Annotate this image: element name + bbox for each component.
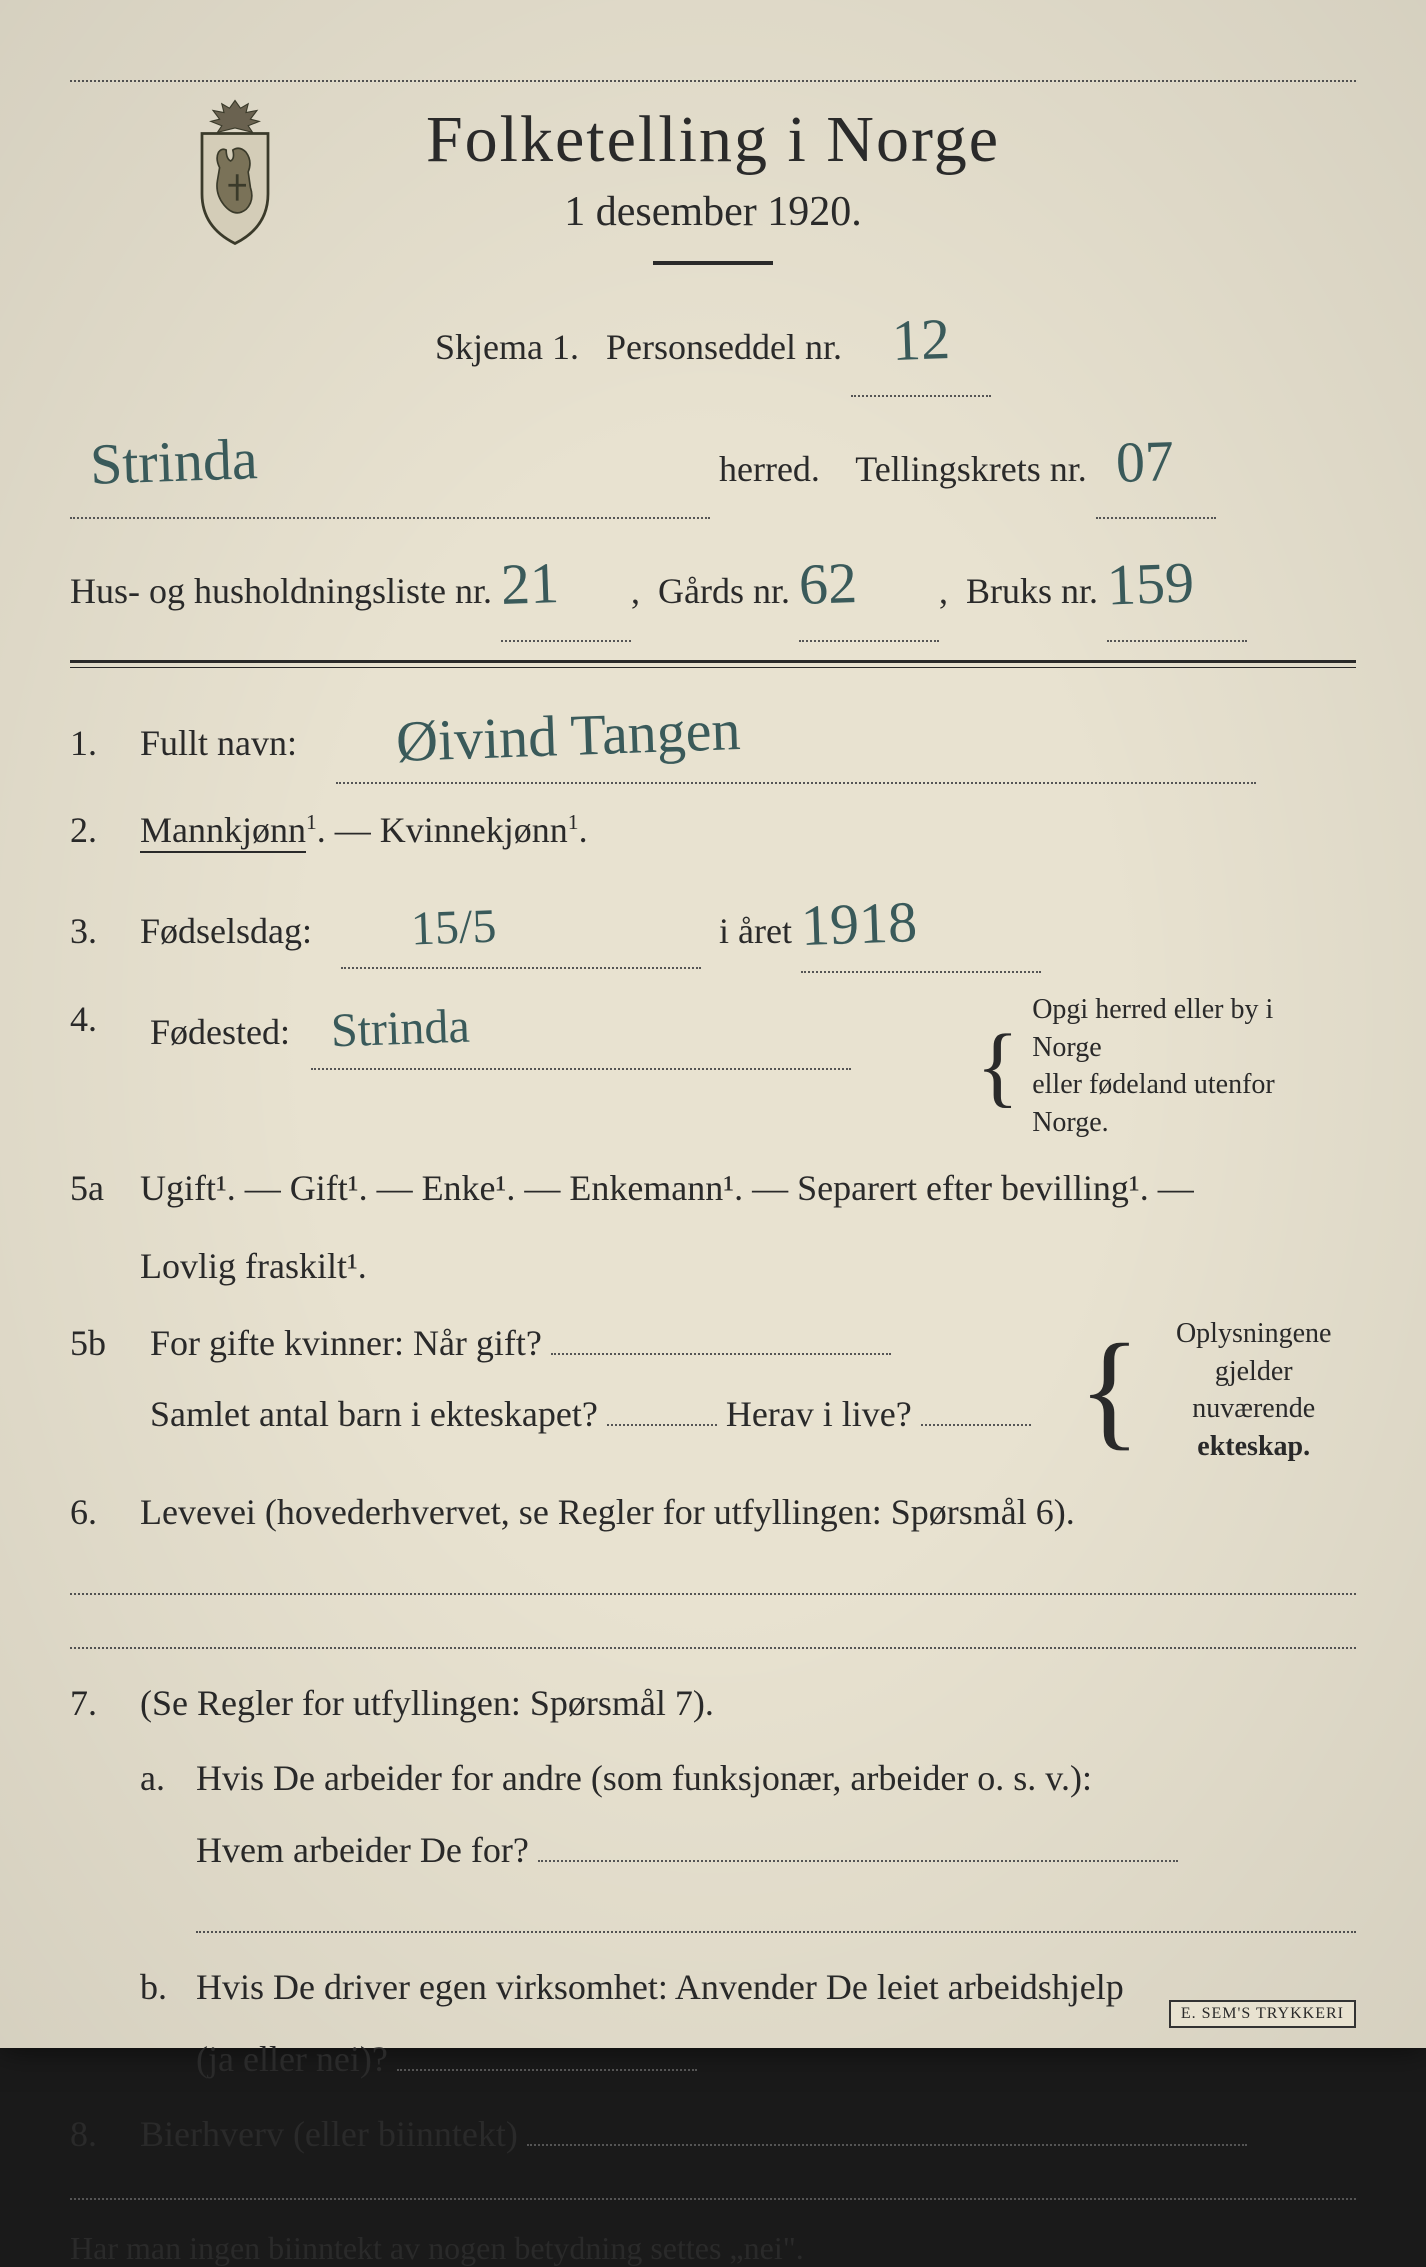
herred-value: Strinda (88, 404, 259, 520)
q7a-text1: Hvis De arbeider for andre (som funksjon… (196, 1750, 1356, 1808)
herred-label: herred. (719, 449, 820, 489)
q3-day-value: 15/5 (410, 888, 498, 968)
bruks-field: 159 (1107, 529, 1247, 641)
q1-field: Øivind Tangen (336, 690, 1256, 785)
q5b-line2a: Samlet antal barn i ekteskapet? (150, 1394, 598, 1434)
q5b-line1: For gifte kvinner: Når gift? (150, 1323, 542, 1363)
q2-num: 2. (70, 802, 140, 860)
q5b-note-c: ekteskap. (1197, 1431, 1310, 1462)
q8-num: 8. (70, 2106, 140, 2164)
q3-label: Fødselsdag: (140, 911, 312, 951)
q2-mann: Mannkjønn (140, 810, 306, 853)
top-dotted-rule (70, 80, 1356, 82)
footer-rule (70, 2198, 1356, 2200)
q1-row: 1. Fullt navn: Øivind Tangen (70, 690, 1356, 785)
q6-row: 6. Levevei (hovederhvervet, se Regler fo… (70, 1484, 1356, 1542)
q7a-row: a. Hvis De arbeider for andre (som funks… (140, 1750, 1356, 1879)
q3-mid: i året (719, 911, 792, 951)
q4-note-b: eller fødeland utenfor Norge. (1032, 1069, 1275, 1138)
q5a-text: Ugift¹. — Gift¹. — Enke¹. — Enkemann¹. —… (140, 1168, 1194, 1208)
q5b-line2b: Herav i live? (726, 1394, 912, 1434)
q7a-num: a. (140, 1750, 196, 1808)
printer-stamp: E. SEM'S TRYKKERI (1169, 2000, 1356, 2028)
q7a-text2: Hvem arbeider De for? (196, 1830, 529, 1870)
q7b-num: b. (140, 1959, 196, 2017)
coat-of-arms-icon (180, 92, 290, 252)
tellingskrets-field: 07 (1096, 407, 1216, 519)
q4-note-a: Opgi herred eller by i Norge (1032, 994, 1273, 1063)
q2-sup2: 1 (568, 810, 579, 834)
q5b-barn-field (607, 1424, 717, 1426)
q6-blank-2 (70, 1621, 1356, 1649)
husliste-value: 21 (499, 528, 561, 640)
footer-note: Har man ingen biinntekt av nogen betydni… (70, 2230, 1356, 2267)
q7-row: 7. (Se Regler for utfyllingen: Spørsmål … (70, 1675, 1356, 1733)
q6-text: Levevei (hovederhvervet, se Regler for u… (140, 1492, 1075, 1532)
personseddel-value: 12 (890, 284, 952, 396)
q4-num: 4. (70, 991, 140, 1049)
q3-year-field: 1918 (801, 878, 1041, 973)
brace-icon-2: { (1078, 1345, 1140, 1436)
q4-label: Fødested: (150, 1012, 290, 1052)
tellingskrets-label: Tellingskrets nr. (855, 449, 1086, 489)
q2-row: 2. Mannkjønn1. — Kvinnekjønn1. (70, 802, 1356, 860)
q1-label: Fullt navn: (140, 723, 297, 763)
q7-num: 7. (70, 1675, 140, 1733)
census-form-page: Folketelling i Norge 1 desember 1920. Sk… (0, 0, 1426, 2048)
husliste-field: 21 (501, 529, 631, 641)
section-divider (70, 660, 1356, 668)
q4-field: Strinda (311, 991, 851, 1070)
husliste-label: Hus- og husholdningsliste nr. (70, 571, 492, 611)
q7-intro: (Se Regler for utfyllingen: Spørsmål 7). (140, 1683, 714, 1723)
q6-blank-1 (70, 1568, 1356, 1596)
q8-field (527, 2144, 1247, 2146)
herred-field: Strinda (70, 407, 710, 519)
q2-sup1: 1 (306, 810, 317, 834)
header: Folketelling i Norge 1 desember 1920. (70, 102, 1356, 265)
q5a-text2: Lovlig fraskilt¹. (140, 1246, 367, 1286)
q6-num: 6. (70, 1484, 140, 1542)
schema-row: Skjema 1. Personseddel nr. 12 (70, 285, 1356, 397)
q2-kvinne: Kvinnekjønn (380, 810, 568, 850)
q3-day-field: 15/5 (341, 890, 701, 969)
q5a-cont: Lovlig fraskilt¹. (140, 1236, 1356, 1297)
q5a-row: 5a Ugift¹. — Gift¹. — Enke¹. — Enkemann¹… (70, 1160, 1356, 1218)
schema-label: Skjema 1. (435, 327, 579, 367)
brace-icon: { (976, 1035, 1019, 1098)
bruks-value: 159 (1105, 528, 1196, 641)
q5b-note-a: Oplysningene (1176, 1318, 1332, 1349)
q5a-num: 5a (70, 1160, 140, 1218)
herred-row: Strinda herred. Tellingskrets nr. 07 (70, 407, 1356, 519)
personseddel-field: 12 (851, 285, 991, 397)
q3-row: 3. Fødselsdag: 15/5 i året 1918 (70, 878, 1356, 973)
q7a-field (538, 1860, 1178, 1862)
q3-num: 3. (70, 903, 140, 961)
q5b-num: 5b (70, 1315, 140, 1373)
gards-field: 62 (799, 529, 939, 641)
q1-value: Øivind Tangen (395, 684, 742, 789)
q7b-field (397, 2069, 697, 2071)
q3-year-value: 1918 (799, 876, 918, 973)
q1-num: 1. (70, 715, 140, 773)
title-underline (653, 261, 773, 265)
bruks-label: Bruks nr. (966, 571, 1098, 611)
tellingskrets-value: 07 (1114, 406, 1176, 518)
ids-row: Hus- og husholdningsliste nr. 21 , Gårds… (70, 529, 1356, 641)
q5b-live-field (921, 1424, 1031, 1426)
q5b-gift-field (551, 1353, 891, 1355)
q8-label: Bierhverv (eller biinntekt) (140, 2114, 518, 2154)
q4-value: Strinda (330, 988, 471, 1070)
gards-value: 62 (797, 528, 859, 640)
q7a-blank (196, 1905, 1356, 1933)
q5b-row: 5b For gifte kvinner: Når gift? Samlet a… (70, 1315, 1356, 1466)
personseddel-label: Personseddel nr. (606, 327, 842, 367)
q4-row: 4. Fødested: Strinda { Opgi herred eller… (70, 991, 1356, 1142)
gards-label: Gårds nr. (658, 571, 790, 611)
q8-row: 8. Bierhverv (eller biinntekt) (70, 2106, 1356, 2164)
q7b-text2: (ja eller nei)? (196, 2039, 388, 2079)
q5b-note-b: gjelder nuværende (1192, 1356, 1315, 1425)
